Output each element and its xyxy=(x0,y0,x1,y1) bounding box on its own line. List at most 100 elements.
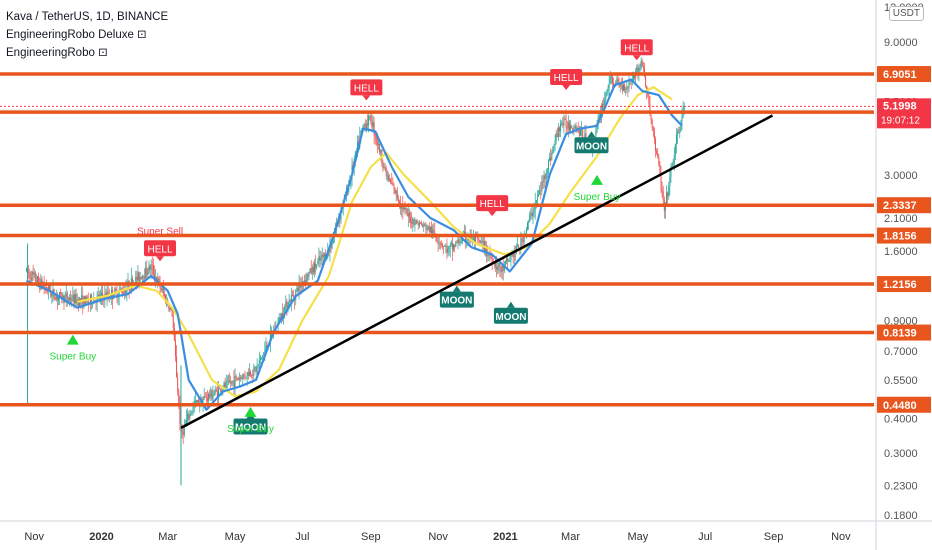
candle-body xyxy=(81,295,83,302)
candle-body xyxy=(247,372,249,376)
candle-body xyxy=(525,228,527,234)
candle-body xyxy=(59,292,61,297)
candle-body xyxy=(679,129,681,133)
x-tick-label: Nov xyxy=(428,531,448,543)
candle-body xyxy=(50,292,52,297)
candle-body xyxy=(616,78,618,82)
candle-body xyxy=(254,367,256,369)
candle-body xyxy=(25,268,27,272)
candle-body xyxy=(667,192,669,197)
hell-signal-label: HELL xyxy=(354,83,379,94)
price-level-label: 2.3337 xyxy=(883,200,917,212)
candle-body xyxy=(560,123,562,132)
candle-body xyxy=(44,287,46,288)
candle-body xyxy=(489,254,491,257)
candle-body xyxy=(662,191,664,201)
candle-body xyxy=(279,317,281,320)
candle-body xyxy=(428,226,430,233)
moon-signal-box[interactable] xyxy=(493,307,528,324)
candle-body xyxy=(318,256,320,262)
candle-body xyxy=(150,264,152,270)
candle-body xyxy=(451,243,453,250)
legend-symbol[interactable]: Kava / TetherUS, 1D, BINANCE xyxy=(6,11,169,23)
candle-body xyxy=(624,84,626,91)
price-level-badge xyxy=(877,396,931,413)
candle-body xyxy=(73,294,75,304)
hell-signal-box[interactable] xyxy=(476,195,509,212)
moon-signal-box[interactable] xyxy=(439,291,474,308)
candle-body xyxy=(557,127,559,137)
candle-body xyxy=(433,229,435,232)
candle-body xyxy=(539,190,541,195)
candle-body xyxy=(475,236,477,243)
candle-body xyxy=(595,129,597,140)
candle-body xyxy=(131,278,133,287)
candle-body xyxy=(563,118,565,126)
x-tick-label: Nov xyxy=(831,531,851,543)
candle-body xyxy=(416,220,418,224)
candle-body xyxy=(672,163,674,166)
candle-body xyxy=(512,254,514,258)
candle-body xyxy=(320,258,322,261)
candle-body xyxy=(252,375,254,377)
candle-body xyxy=(219,388,221,390)
candle-body xyxy=(48,285,50,292)
candle-body xyxy=(541,181,543,192)
candle-body xyxy=(218,388,219,398)
candle-body xyxy=(467,239,469,241)
candle-body xyxy=(160,287,162,291)
candle-body xyxy=(479,240,481,243)
moon-signal-label: MOON xyxy=(495,312,526,323)
candle-body xyxy=(458,239,460,243)
hell-signal-box[interactable] xyxy=(550,69,583,86)
candle-body xyxy=(670,166,672,178)
candle-body xyxy=(485,246,487,252)
candle-body xyxy=(460,241,462,243)
hell-signal-box[interactable] xyxy=(144,240,177,257)
hell-signal-box[interactable] xyxy=(350,79,383,96)
candle-body xyxy=(430,226,432,234)
candle-body xyxy=(469,235,471,240)
candle-body xyxy=(598,115,600,119)
candle-body xyxy=(243,374,245,376)
candle-body xyxy=(259,357,261,360)
candle-body xyxy=(417,223,419,226)
candle-body xyxy=(652,127,654,132)
candle-body xyxy=(190,413,192,414)
legend-indicator[interactable]: EngineeringRobo ⊡ xyxy=(6,47,108,59)
hell-signal-pointer xyxy=(488,211,497,217)
candle-body xyxy=(554,141,556,145)
candle-body xyxy=(38,276,40,282)
candle-body xyxy=(394,187,396,194)
moon-signal-box[interactable] xyxy=(574,137,609,154)
candle-body xyxy=(480,240,482,243)
hell-signal-box[interactable] xyxy=(620,39,653,56)
candle-body xyxy=(584,133,586,141)
candle-body xyxy=(421,223,423,225)
candle-body xyxy=(161,288,163,291)
candle-body xyxy=(627,87,629,89)
candle-body xyxy=(56,296,58,301)
candle-body xyxy=(565,118,567,128)
candle-body xyxy=(582,128,584,139)
candle-body xyxy=(191,411,193,414)
candle-body xyxy=(618,82,620,87)
x-tick-label: Sep xyxy=(361,531,381,543)
candle-body xyxy=(532,213,534,217)
candle-body xyxy=(72,294,74,301)
moon-signal-label: MOON xyxy=(441,296,472,307)
legend-indicator-deluxe[interactable]: EngineeringRobo Deluxe ⊡ xyxy=(6,29,147,41)
y-tick-label: 9.0000 xyxy=(884,37,918,49)
candle-body xyxy=(617,78,619,83)
candle-body xyxy=(637,67,639,72)
moon-signal-box[interactable] xyxy=(233,418,268,435)
candle-body xyxy=(660,174,662,189)
currency-badge[interactable]: USDT xyxy=(888,6,924,21)
candle-body xyxy=(522,239,524,243)
candle-body xyxy=(449,244,451,247)
trend-line[interactable] xyxy=(180,114,774,429)
candle-body xyxy=(510,256,512,261)
candle-body xyxy=(293,295,295,297)
candle-body xyxy=(622,84,624,91)
